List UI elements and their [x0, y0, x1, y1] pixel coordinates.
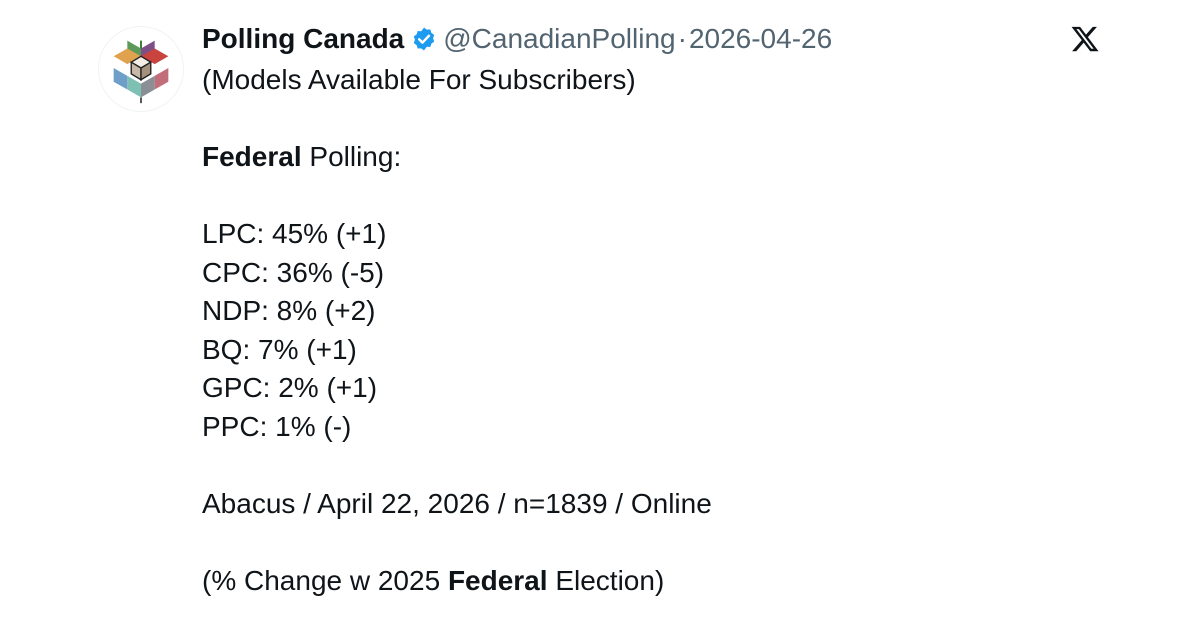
tweet-text: (Models Available For Subscribers) Feder… [202, 61, 1162, 600]
result-line-ppc: PPC: 1% (-) [202, 410, 352, 442]
verified-badge-icon [411, 26, 437, 52]
blank-line [202, 177, 1162, 216]
heading-bold: Federal [202, 141, 302, 172]
polling-canada-logo [113, 40, 169, 104]
blank-line [202, 100, 1162, 139]
result-line-ndp: NDP: 8% (+2) [202, 295, 376, 326]
footnote-post: Election) [547, 564, 665, 596]
source-line: Abacus / April 22, 2026 / n=1839 / Onlin… [202, 487, 712, 519]
footnote-line: (% Change w 2025 Federal Election) [202, 562, 1162, 601]
subtitle-line: (Models Available For Subscribers) [202, 64, 636, 95]
result-line-lpc: LPC: 45% (+1) [202, 218, 387, 249]
footnote-pre: (% Change w 2025 [202, 564, 448, 596]
footnote-bold: Federal [447, 564, 548, 596]
separator-dot: · [677, 23, 687, 54]
x-logo-icon[interactable] [1070, 24, 1100, 54]
author-handle[interactable]: @CanadianPolling [443, 23, 676, 54]
tweet-header: Polling Canada @CanadianPolling · 2026-0… [202, 19, 832, 59]
heading-rest: Polling: [301, 141, 402, 172]
post-date[interactable]: 2026-04-26 [688, 23, 833, 54]
result-line-gpc: GPC: 2% (+1) [202, 372, 378, 403]
heading-line: Federal Polling: [202, 138, 1162, 177]
result-line-bq: BQ: 7% (+1) [202, 333, 357, 365]
avatar[interactable] [98, 26, 184, 112]
author-name[interactable]: Polling Canada [202, 23, 405, 54]
blank-line [202, 523, 1162, 562]
result-line-cpc: CPC: 36% (-5) [202, 256, 385, 288]
blank-line [202, 446, 1162, 485]
